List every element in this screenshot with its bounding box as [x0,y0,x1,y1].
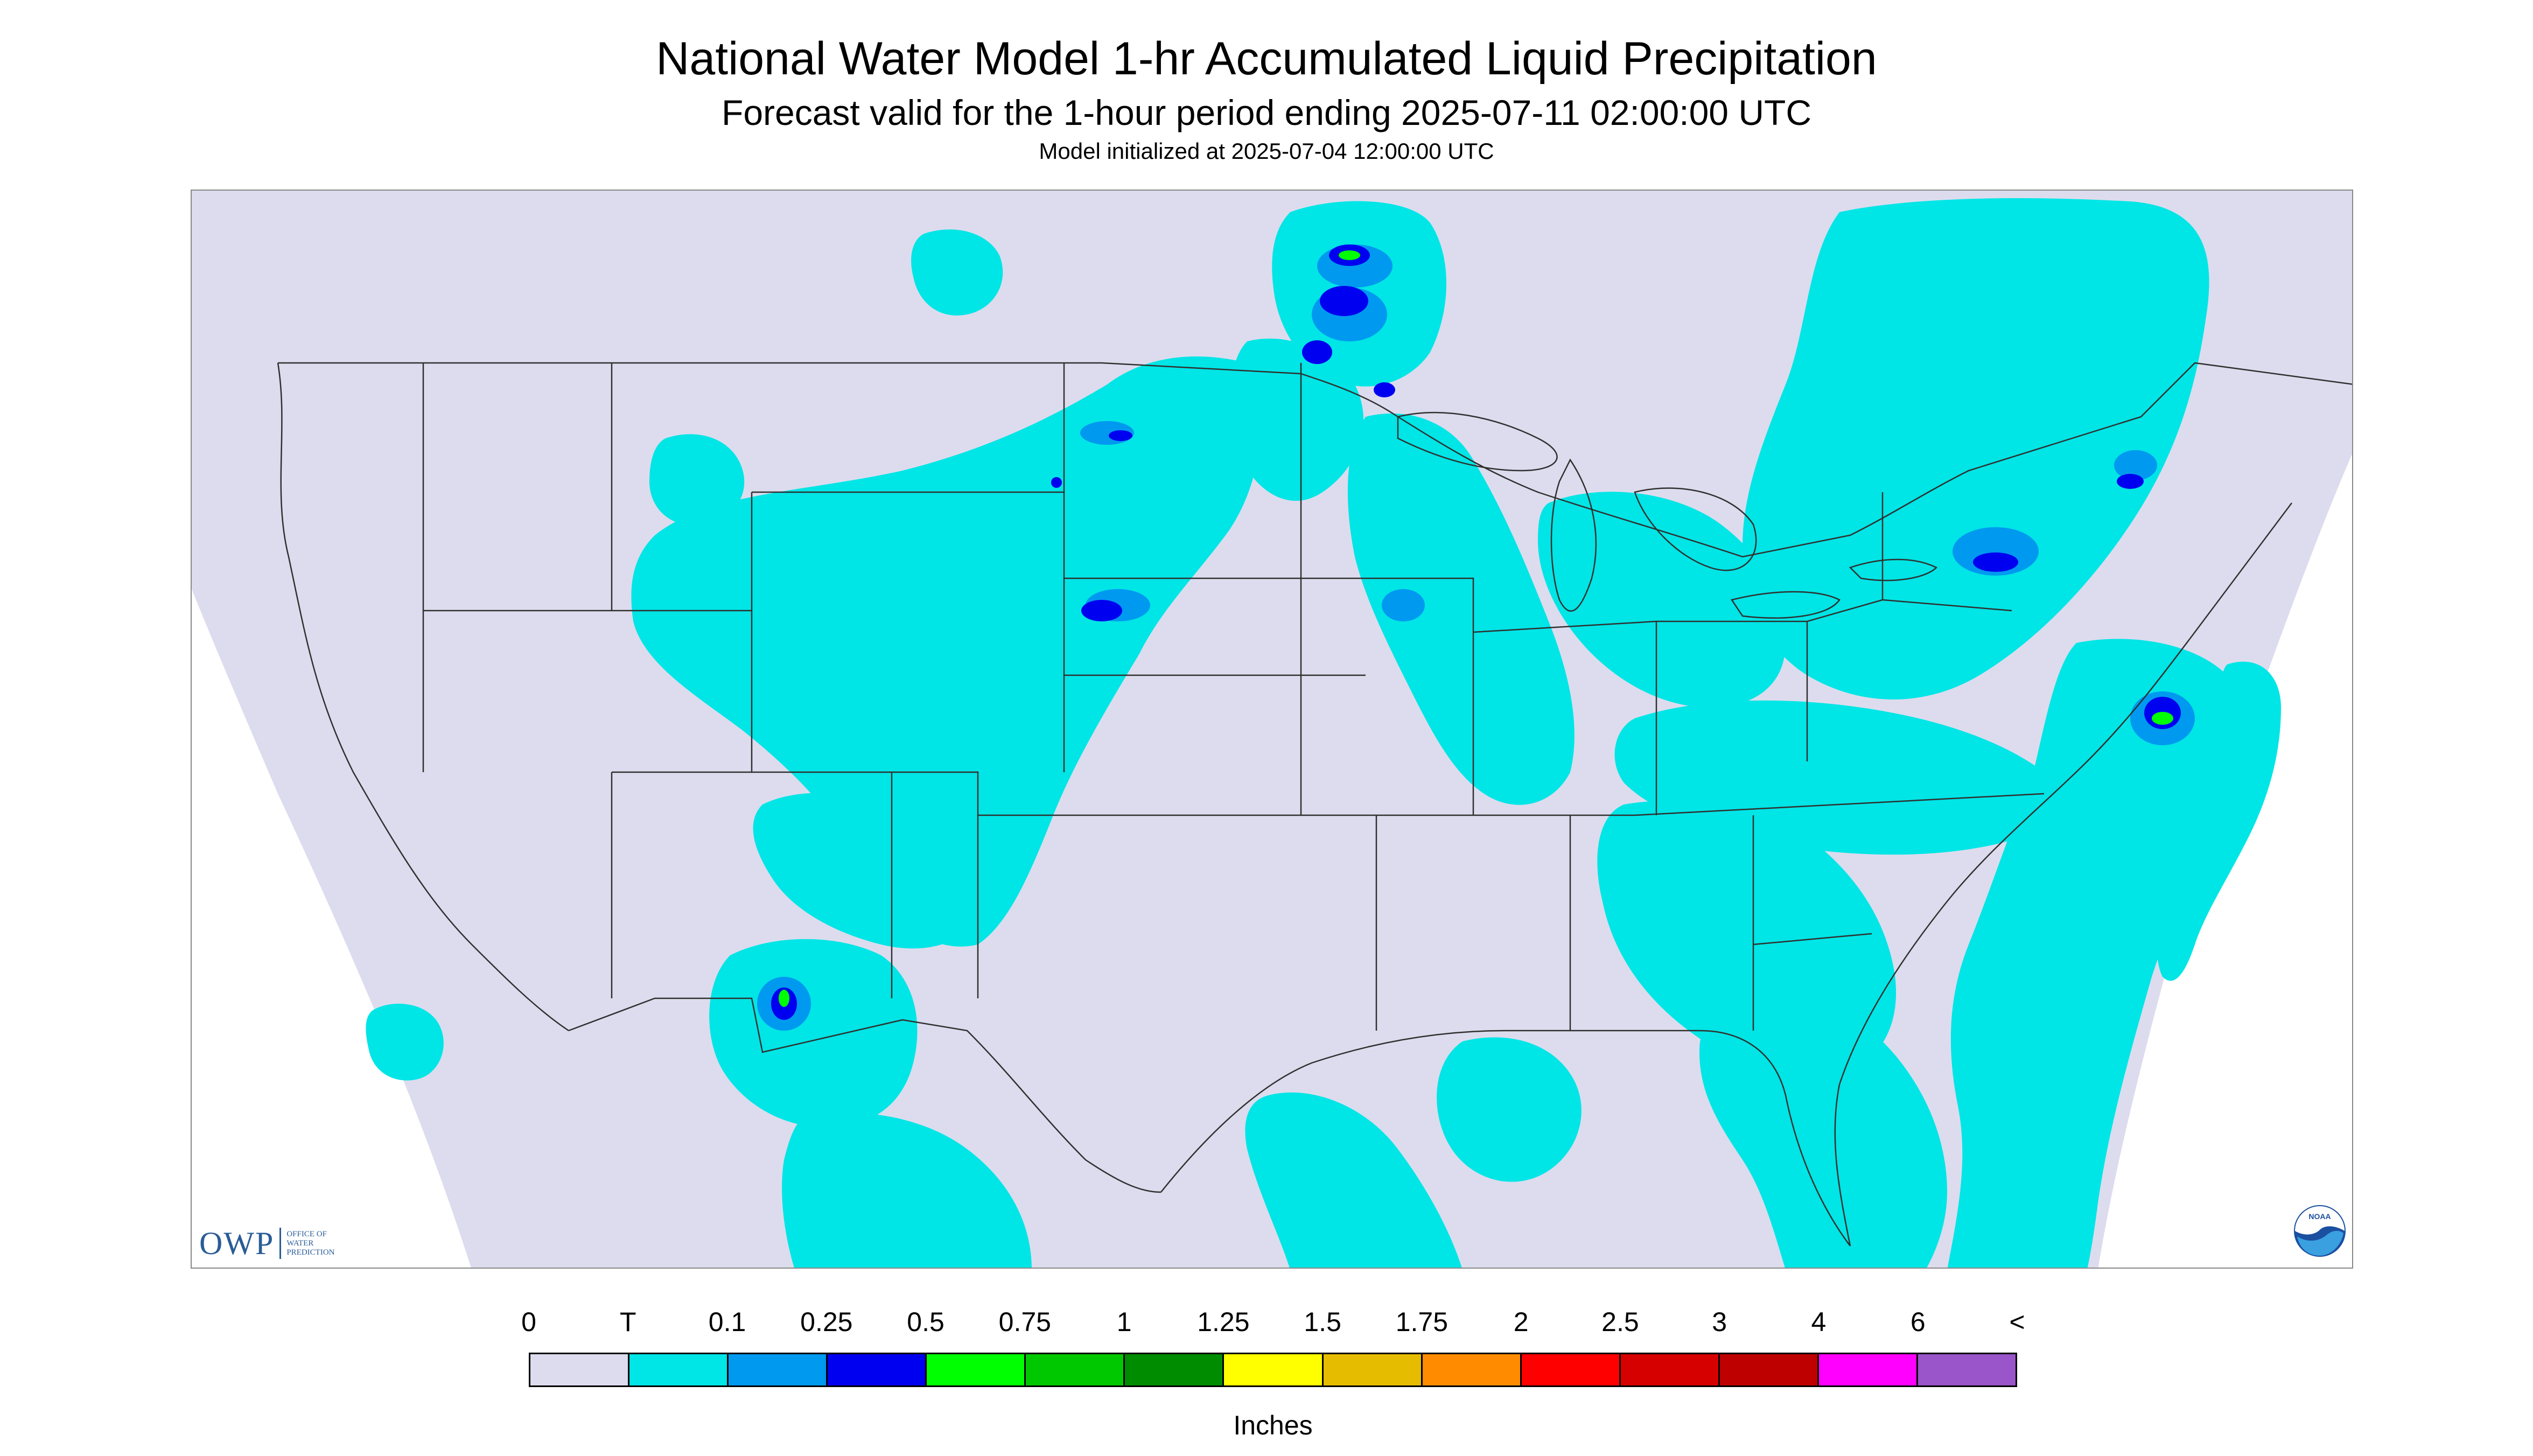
trace-precip-areas [366,198,2281,1268]
legend-label: 2.5 [1601,1307,1639,1337]
legend-label: 6 [1910,1307,1926,1337]
owp-logo-text: OFFICE OF WATER PREDICTION [286,1230,334,1257]
legend-swatch [1224,1354,1324,1385]
legend-swatch [828,1354,927,1385]
map-subtitle: Forecast valid for the 1-hour period end… [722,93,1811,132]
legend-label: 1 [1116,1307,1132,1337]
legend-swatch [729,1354,828,1385]
heavy-precip-areas [779,250,2173,1007]
owp-logo-line-3: PREDICTION [286,1248,335,1257]
model-init-time: Model initialized at 2025-07-04 12:00:00… [1039,138,1494,164]
great-lakes [1397,411,1938,619]
legend-label: 3 [1712,1307,1727,1337]
legend-swatch [1719,1354,1819,1385]
legend-swatch [1818,1354,1918,1385]
state-boundaries [277,362,2352,1247]
legend-swatch [1918,1354,2016,1385]
precip-legend: 0 T 0.1 0.25 0.5 0.75 1 1.25 1.5 1.75 2 2.5 3 4 6 < Inc… [521,1307,2025,1440]
legend-label: 0 [521,1307,536,1337]
legend-swatch [1422,1354,1522,1385]
noaa-logo: NOAA [2294,1205,2346,1257]
owp-logo-mark: OWP [199,1225,275,1261]
legend-label: 2 [1513,1307,1529,1337]
owp-logo-line-2: WATER [286,1238,314,1248]
legend-label: 0.75 [998,1307,1051,1337]
legend-labels: 0 T 0.1 0.25 0.5 0.75 1 1.25 1.5 1.75 2 2.5 3 4 6 < [521,1307,2025,1341]
map-title: National Water Model 1-hr Accumulated Li… [656,33,1877,85]
legend-label: 0.5 [907,1307,944,1337]
owp-logo-divider [279,1228,282,1259]
legend-swatch [530,1354,630,1385]
legend-label: T [619,1307,636,1337]
legend-label: 1.75 [1395,1307,1449,1337]
legend-swatch [1026,1354,1125,1385]
legend-swatch [927,1354,1026,1385]
legend-label: 0.1 [708,1307,746,1337]
legend-label: 1.5 [1304,1307,1341,1337]
legend-unit: Inches [1233,1410,1313,1440]
legend-swatch [1521,1354,1621,1385]
legend-color-bar [529,1353,2017,1387]
precipitation-map [191,190,2353,1269]
legend-label: 4 [1811,1307,1827,1337]
legend-label: 0.25 [800,1307,853,1337]
owp-logo-line-1: OFFICE OF [286,1229,327,1238]
legend-label: < [2009,1307,2025,1337]
noaa-logo-text: NOAA [2308,1212,2331,1221]
legend-swatch [1323,1354,1423,1385]
legend-swatch [1620,1354,1720,1385]
legend-label: 1.25 [1197,1307,1250,1337]
map-canvas [192,191,2352,1268]
legend-swatch [629,1354,729,1385]
legend-swatch [1125,1354,1224,1385]
owp-logo: OWP OFFICE OF WATER PREDICTION [199,1224,335,1262]
